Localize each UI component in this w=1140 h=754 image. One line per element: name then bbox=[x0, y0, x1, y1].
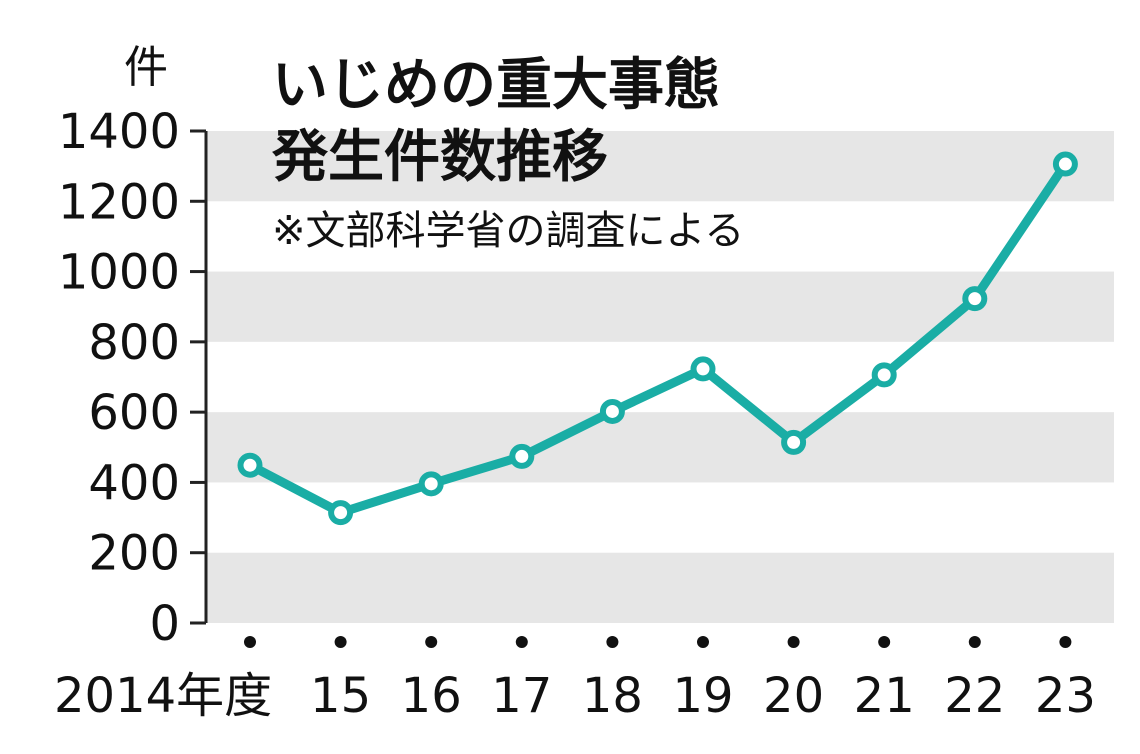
chart-title-line2: 発生件数推移 bbox=[272, 125, 608, 190]
x-tick-label: 19 bbox=[672, 668, 733, 724]
series-line bbox=[245, 159, 1070, 518]
data-point bbox=[237, 452, 263, 478]
data-points bbox=[237, 151, 1078, 526]
y-tick-label: 600 bbox=[88, 385, 180, 441]
y-tick-label: 0 bbox=[149, 596, 180, 652]
series-polyline bbox=[245, 159, 1070, 518]
grid-band bbox=[206, 552, 1114, 623]
x-tick-labels: 2014年度 15 16 17 18 19 20 21 22 23 bbox=[54, 668, 1096, 724]
y-tick-label: 1000 bbox=[58, 245, 180, 301]
y-tick-label: 1400 bbox=[58, 104, 180, 160]
x-tick-dot bbox=[697, 636, 709, 648]
y-tick-label: 400 bbox=[88, 455, 180, 511]
x-tick-dot bbox=[425, 636, 438, 648]
x-tick-dot bbox=[968, 636, 981, 648]
x-tick-dot bbox=[606, 636, 619, 648]
x-tick-label: 20 bbox=[763, 668, 824, 724]
x-tick-label: 21 bbox=[854, 668, 915, 724]
x-tick-dot bbox=[515, 636, 528, 648]
x-tick-label: 17 bbox=[491, 668, 552, 724]
x-tick-dots bbox=[244, 636, 1072, 648]
data-point bbox=[690, 356, 716, 382]
source-note: ※文部科学省の調査による bbox=[272, 208, 744, 254]
x-tick-label: 22 bbox=[944, 668, 1005, 724]
x-tick-label: 18 bbox=[582, 668, 643, 724]
y-axis bbox=[190, 129, 208, 625]
chart-title: いじめの重大事態 bbox=[272, 53, 720, 118]
x-tick-dot bbox=[244, 636, 256, 648]
y-axis-unit: 件 bbox=[124, 42, 168, 93]
data-point bbox=[599, 398, 625, 424]
data-point bbox=[871, 362, 897, 388]
x-tick-label: 15 bbox=[310, 668, 371, 724]
x-tick-dot bbox=[878, 636, 891, 648]
data-point bbox=[418, 471, 444, 497]
y-tick-label: 200 bbox=[88, 526, 180, 582]
grid-band bbox=[206, 131, 1114, 202]
x-tick-label: 16 bbox=[401, 668, 462, 724]
x-tick-label: 2014年度 bbox=[54, 668, 272, 724]
y-tick-label: 800 bbox=[88, 315, 180, 371]
x-tick-dot bbox=[334, 636, 347, 648]
data-point bbox=[328, 500, 354, 526]
y-tick-label: 1200 bbox=[58, 174, 180, 230]
x-tick-label: 23 bbox=[1035, 668, 1096, 724]
x-tick-dot bbox=[1059, 636, 1072, 648]
grid-band bbox=[206, 412, 1114, 483]
y-tick-labels: 0 200 400 600 800 1000 1200 1400 bbox=[58, 104, 180, 652]
data-point bbox=[962, 286, 988, 312]
x-tick-dot bbox=[787, 636, 800, 648]
data-point bbox=[1052, 151, 1078, 177]
title-block: いじめの重大事態 発生件数推移 ※文部科学省の調査による bbox=[272, 53, 744, 254]
background-bands bbox=[206, 131, 1114, 623]
data-point bbox=[781, 429, 807, 455]
data-point bbox=[509, 443, 535, 469]
